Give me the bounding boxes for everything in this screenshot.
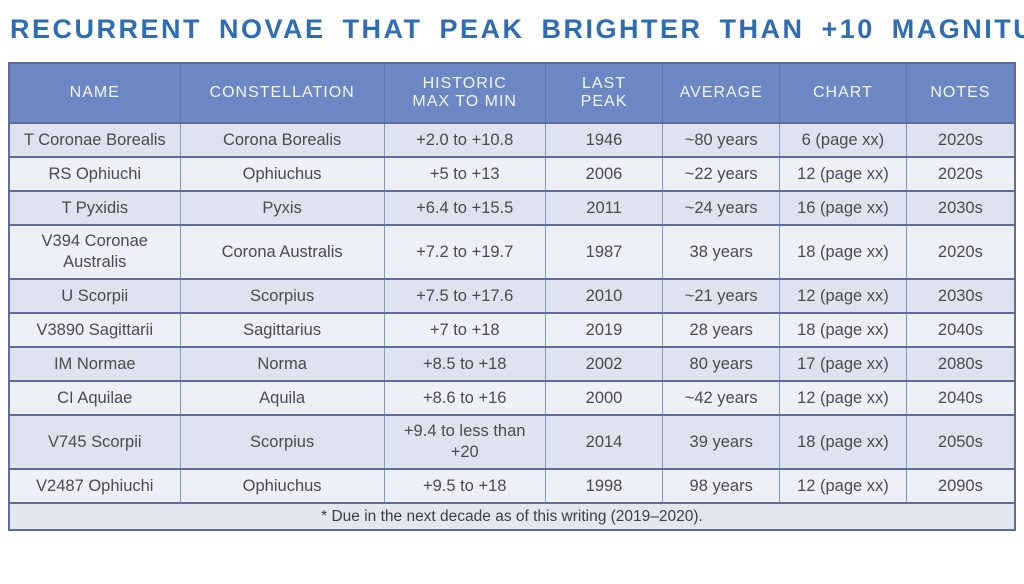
cell-notes: 2040s [905,312,1016,348]
cell-historic: +5 to +13 [383,156,546,192]
cell-notes: 2030s [905,278,1016,314]
table-row: T Pyxidis Pyxis +6.4 to +15.5 2011 ~24 y… [8,190,1016,226]
cell-historic: +2.0 to +10.8 [383,122,546,158]
cell-average: 80 years [662,346,781,382]
recurrent-novae-table: NAME CONSTELLATION HISTORIC MAX TO MIN L… [8,62,1016,531]
cell-chart: 16 (page xx) [779,190,907,226]
cell-last-peak: 2002 [544,346,664,382]
cell-notes: 2080s [905,346,1016,382]
cell-historic: +8.6 to +16 [383,380,546,416]
cell-historic: +7 to +18 [383,312,546,348]
cell-notes: 2090s [905,468,1016,504]
cell-average: ~24 years [662,190,781,226]
cell-average: 98 years [662,468,781,504]
cell-historic: +6.4 to +15.5 [383,190,546,226]
table-row: V745 Scorpii Scorpius +9.4 to less than … [8,414,1016,470]
cell-constellation: Pyxis [179,190,385,226]
cell-last-peak: 2006 [544,156,664,192]
header-name: NAME [8,62,181,124]
header-historic: HISTORIC MAX TO MIN [383,62,546,124]
cell-constellation: Sagittarius [179,312,385,348]
cell-notes: 2020s [905,224,1016,280]
cell-average: ~80 years [662,122,781,158]
cell-chart: 18 (page xx) [779,224,907,280]
cell-constellation: Ophiuchus [179,468,385,504]
cell-historic: +9.4 to less than +20 [383,414,546,470]
cell-chart: 18 (page xx) [779,414,907,470]
cell-average: 28 years [662,312,781,348]
cell-notes: 2030s [905,190,1016,226]
cell-chart: 12 (page xx) [779,468,907,504]
cell-notes: 2050s [905,414,1016,470]
table-row: V3890 Sagittarii Sagittarius +7 to +18 2… [8,312,1016,348]
cell-notes: 2020s [905,156,1016,192]
cell-chart: 12 (page xx) [779,156,907,192]
cell-last-peak: 2019 [544,312,664,348]
cell-historic: +9.5 to +18 [383,468,546,504]
cell-notes: 2040s [905,380,1016,416]
table-row: V2487 Ophiuchi Ophiuchus +9.5 to +18 199… [8,468,1016,504]
cell-name: V394 Coronae Australis [8,224,181,280]
cell-name: CI Aquilae [8,380,181,416]
cell-constellation: Ophiuchus [179,156,385,192]
header-notes: NOTES [905,62,1016,124]
cell-average: 38 years [662,224,781,280]
cell-average: ~42 years [662,380,781,416]
cell-chart: 6 (page xx) [779,122,907,158]
table-row: T Coronae Borealis Corona Borealis +2.0 … [8,122,1016,158]
header-chart: CHART [779,62,907,124]
cell-name: RS Ophiuchi [8,156,181,192]
cell-historic: +7.5 to +17.6 [383,278,546,314]
cell-name: V745 Scorpii [8,414,181,470]
cell-average: ~22 years [662,156,781,192]
cell-name: U Scorpii [8,278,181,314]
cell-name: V3890 Sagittarii [8,312,181,348]
cell-last-peak: 1946 [544,122,664,158]
cell-chart: 17 (page xx) [779,346,907,382]
cell-constellation: Corona Borealis [179,122,385,158]
cell-notes: 2020s [905,122,1016,158]
page-title: RECURRENT NOVAE THAT PEAK BRIGHTER THAN … [10,14,1024,44]
table-row: CI Aquilae Aquila +8.6 to +16 2000 ~42 y… [8,380,1016,416]
cell-last-peak: 2011 [544,190,664,226]
cell-constellation: Aquila [179,380,385,416]
cell-last-peak: 2014 [544,414,664,470]
cell-name: T Coronae Borealis [8,122,181,158]
table-row: U Scorpii Scorpius +7.5 to +17.6 2010 ~2… [8,278,1016,314]
cell-last-peak: 2010 [544,278,664,314]
cell-historic: +8.5 to +18 [383,346,546,382]
cell-name: T Pyxidis [8,190,181,226]
cell-last-peak: 1987 [544,224,664,280]
cell-last-peak: 2000 [544,380,664,416]
cell-constellation: Scorpius [179,278,385,314]
cell-constellation: Norma [179,346,385,382]
cell-chart: 12 (page xx) [779,380,907,416]
table-footnote: * Due in the next decade as of this writ… [8,502,1016,531]
table-row: V394 Coronae Australis Corona Australis … [8,224,1016,280]
cell-chart: 18 (page xx) [779,312,907,348]
cell-name: IM Normae [8,346,181,382]
cell-average: ~21 years [662,278,781,314]
header-last-peak: LAST PEAK [544,62,664,124]
header-average: AVERAGE [662,62,781,124]
table-row: RS Ophiuchi Ophiuchus +5 to +13 2006 ~22… [8,156,1016,192]
table-header-row: NAME CONSTELLATION HISTORIC MAX TO MIN L… [8,62,1016,124]
cell-last-peak: 1998 [544,468,664,504]
cell-constellation: Corona Australis [179,224,385,280]
cell-chart: 12 (page xx) [779,278,907,314]
cell-average: 39 years [662,414,781,470]
table-footnote-row: * Due in the next decade as of this writ… [8,502,1016,531]
header-constellation: CONSTELLATION [179,62,385,124]
table-row: IM Normae Norma +8.5 to +18 2002 80 year… [8,346,1016,382]
cell-historic: +7.2 to +19.7 [383,224,546,280]
cell-name: V2487 Ophiuchi [8,468,181,504]
cell-constellation: Scorpius [179,414,385,470]
